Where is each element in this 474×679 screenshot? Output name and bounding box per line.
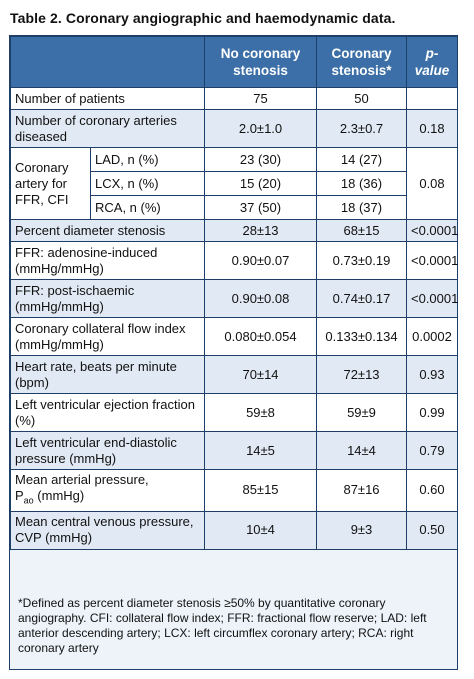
header-p-value: p-value: [406, 36, 458, 88]
cell-no-stenosis: 37 (50): [204, 195, 317, 220]
table-row: LCX, n (%) 15 (20) 18 (36): [11, 171, 458, 196]
row-label: Heart rate, beats per minute (bpm): [10, 355, 205, 394]
cell-stenosis: 14 (27): [316, 147, 407, 172]
table-row: Left ventricular ejection fraction (%) 5…: [10, 393, 458, 432]
cell-p-value: 0.79: [406, 431, 458, 470]
cell-no-stenosis: 0.90±0.08: [204, 279, 317, 318]
cell-p-value: 0.08: [406, 147, 458, 220]
row-label: Number of patients: [10, 87, 205, 110]
header-stenosis-line2: stenosis*: [331, 63, 392, 78]
cell-p-value: [406, 87, 458, 110]
header-stenosis-line1: Coronary: [331, 46, 392, 61]
row-group-label: Coronary artery for FFR, CFI: [10, 147, 91, 220]
cell-no-stenosis: 0.080±0.054: [204, 317, 317, 356]
header-p-value-label: p-value: [414, 46, 450, 78]
table-row: Mean central venous pressure, CVP (mmHg)…: [10, 510, 458, 550]
row-label: Mean central venous pressure, CVP (mmHg): [10, 510, 205, 550]
cell-no-stenosis: 28±13: [204, 219, 317, 242]
table-row: Heart rate, beats per minute (bpm) 70±14…: [10, 355, 458, 394]
table-container: No coronary stenosis Coronary stenosis* …: [9, 35, 458, 670]
row-sublabel: LAD, n (%): [90, 147, 205, 172]
row-label: Left ventricular end-diastolic pressure …: [10, 431, 205, 470]
table-row: Number of coronary arteries diseased 2.0…: [10, 109, 458, 148]
cell-no-stenosis: 59±8: [204, 393, 317, 432]
cell-no-stenosis: 10±4: [204, 510, 317, 550]
row-sublabel: LCX, n (%): [90, 171, 205, 196]
row-label-p: P: [15, 488, 24, 503]
cell-p-value: <0.0001: [406, 219, 458, 242]
table-row: Left ventricular end-diastolic pressure …: [10, 431, 458, 470]
header-row: No coronary stenosis Coronary stenosis* …: [10, 36, 458, 88]
cell-no-stenosis: 85±15: [204, 469, 317, 512]
table-row: Coronary artery for FFR, CFI LAD, n (%) …: [10, 147, 458, 220]
data-table: No coronary stenosis Coronary stenosis* …: [10, 36, 458, 550]
cell-p-value: 0.93: [406, 355, 458, 394]
header-no-stenosis-line1: No coronary: [220, 46, 301, 61]
cell-no-stenosis: 23 (30): [204, 147, 317, 172]
header-stenosis: Coronary stenosis*: [316, 36, 407, 88]
header-blank: [10, 36, 205, 88]
cell-stenosis: 50: [316, 87, 407, 110]
cell-no-stenosis: 14±5: [204, 431, 317, 470]
table-row: FFR: post-ischaemic (mmHg/mmHg) 0.90±0.0…: [10, 279, 458, 318]
row-label: Percent diameter stenosis: [10, 219, 205, 242]
cell-stenosis: 14±4: [316, 431, 407, 470]
cell-stenosis: 0.73±0.19: [316, 241, 407, 280]
cell-no-stenosis: 2.0±1.0: [204, 109, 317, 148]
cell-no-stenosis: 75: [204, 87, 317, 110]
table-row: FFR: adenosine-induced (mmHg/mmHg) 0.90±…: [10, 241, 458, 280]
cell-stenosis: 0.133±0.134: [316, 317, 407, 356]
cell-stenosis: 87±16: [316, 469, 407, 512]
cell-stenosis: 18 (36): [316, 171, 407, 196]
cell-stenosis: 59±9: [316, 393, 407, 432]
row-label: Mean arterial pressure, Pao (mmHg): [10, 469, 205, 512]
cell-stenosis: 72±13: [316, 355, 407, 394]
header-no-stenosis-line2: stenosis: [233, 63, 288, 78]
row-label-main: Mean arterial pressure,: [15, 472, 149, 487]
cell-stenosis: 2.3±0.7: [316, 109, 407, 148]
header-no-stenosis: No coronary stenosis: [204, 36, 317, 88]
table-title: Table 2. Coronary angiographic and haemo…: [10, 10, 396, 26]
cell-p-value: <0.0001: [406, 279, 458, 318]
cell-no-stenosis: 15 (20): [204, 171, 317, 196]
table-row: Percent diameter stenosis 28±13 68±15 <0…: [10, 219, 458, 242]
table-row: Mean arterial pressure, Pao (mmHg) 85±15…: [10, 469, 458, 512]
cell-stenosis: 18 (37): [316, 195, 407, 220]
row-label-unit: (mmHg): [33, 488, 85, 503]
row-label: FFR: post-ischaemic (mmHg/mmHg): [10, 279, 205, 318]
cell-p-value: 0.60: [406, 469, 458, 512]
cell-stenosis: 9±3: [316, 510, 407, 550]
cell-no-stenosis: 70±14: [204, 355, 317, 394]
cell-p-value: 0.50: [406, 510, 458, 550]
cell-stenosis: 68±15: [316, 219, 407, 242]
row-label-sub: ao: [23, 495, 34, 506]
row-label: FFR: adenosine-induced (mmHg/mmHg): [10, 241, 205, 280]
cell-p-value: 0.99: [406, 393, 458, 432]
table-row: RCA, n (%) 37 (50) 18 (37): [11, 195, 458, 220]
row-sublabel: RCA, n (%): [90, 195, 205, 220]
table-footnote: *Defined as percent diameter stenosis ≥5…: [18, 596, 427, 655]
row-label: Coronary collateral flow index (mmHg/mmH…: [10, 317, 205, 356]
table-row: Coronary collateral flow index (mmHg/mmH…: [10, 317, 458, 356]
row-label: Number of coronary arteries diseased: [10, 109, 205, 148]
cell-p-value: 0.0002: [406, 317, 458, 356]
row-label: Left ventricular ejection fraction (%): [10, 393, 205, 432]
cell-p-value: <0.0001: [406, 241, 458, 280]
cell-no-stenosis: 0.90±0.07: [204, 241, 317, 280]
table-row: Number of patients 75 50: [10, 87, 458, 110]
cell-p-value: 0.18: [406, 109, 458, 148]
cell-stenosis: 0.74±0.17: [316, 279, 407, 318]
